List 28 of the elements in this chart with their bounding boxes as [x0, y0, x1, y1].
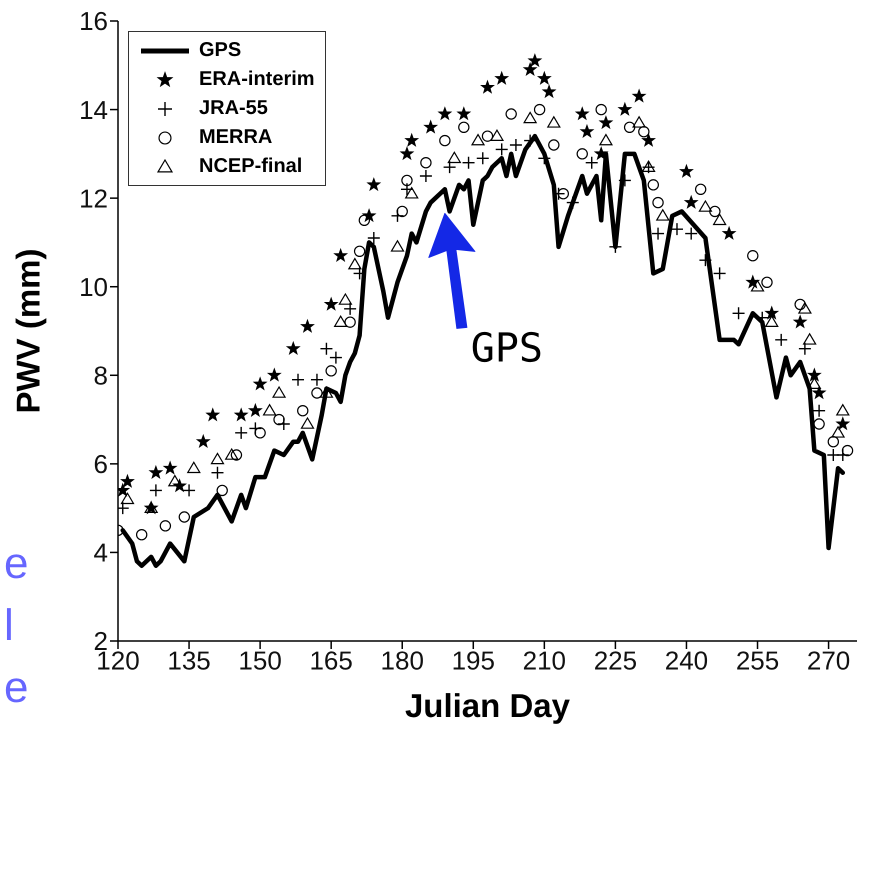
text: e: [4, 538, 28, 590]
legend-label: ERA-interim: [199, 68, 315, 91]
y-tick-label: 14: [79, 94, 108, 125]
x-tick-label: 150: [238, 645, 282, 676]
legend-label: MERRA: [199, 126, 272, 149]
x-tick-label: 135: [167, 645, 211, 676]
x-tick-label: 210: [522, 645, 566, 676]
legend-label: NCEP-final: [199, 155, 302, 178]
y-tick-label: 10: [79, 272, 108, 302]
y-tick-label: 16: [79, 6, 108, 36]
x-tick-label: 240: [664, 645, 708, 676]
y-axis-title: PWV (mm): [10, 248, 47, 414]
text: e: [4, 662, 28, 714]
x-tick-label: 255: [736, 645, 780, 676]
legend-label: GPS: [199, 39, 242, 62]
y-tick-label: 6: [94, 449, 108, 480]
annotation: GPS: [470, 325, 543, 372]
x-axis-title: Julian Day: [404, 687, 571, 724]
legend-label: JRA-55: [199, 97, 268, 120]
x-tick-label: 225: [594, 645, 638, 676]
x-tick-label: 270: [806, 645, 850, 676]
x-tick-label: 180: [380, 645, 424, 676]
y-tick-label: 12: [79, 183, 108, 214]
x-tick-label: 165: [309, 645, 353, 676]
x-tick-label: 195: [452, 645, 495, 676]
y-tick-label: 4: [94, 538, 108, 568]
text: l: [4, 600, 15, 652]
y-tick-label: 8: [94, 360, 108, 391]
